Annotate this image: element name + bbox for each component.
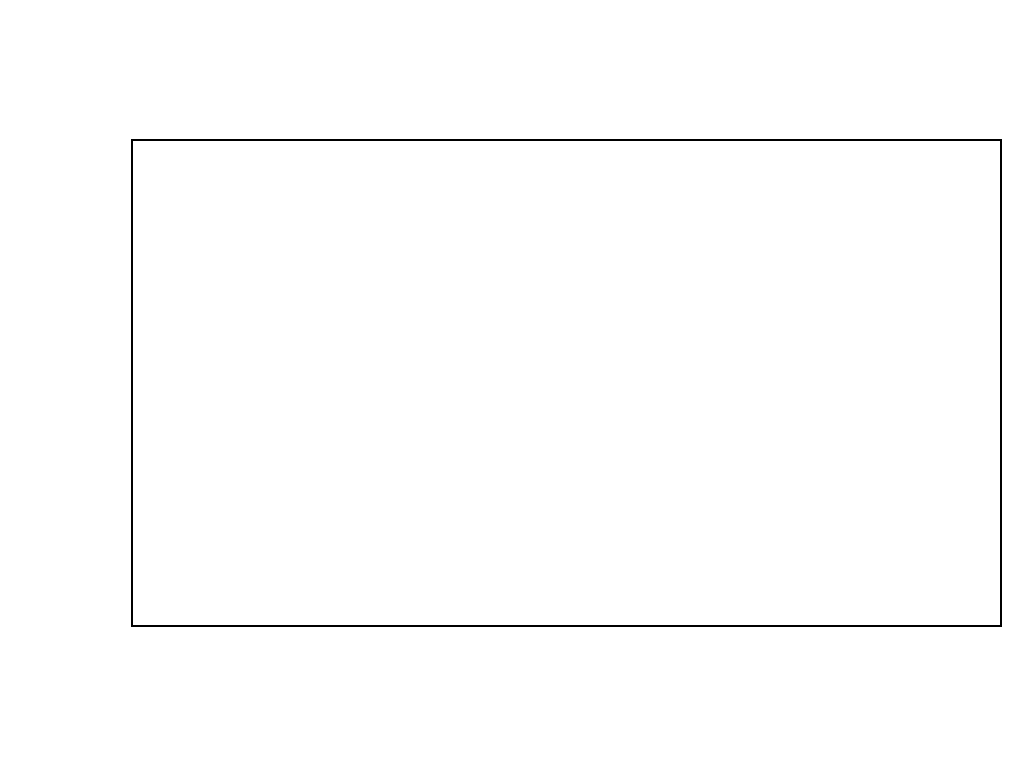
plot-border: [131, 139, 1002, 627]
